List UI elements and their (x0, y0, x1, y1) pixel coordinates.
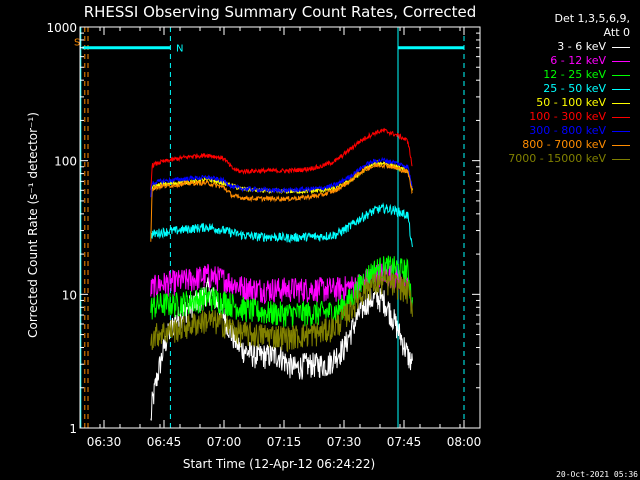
x-tick-label: 07:15 (267, 435, 302, 449)
legend-entry: 3 - 6 keV (508, 40, 630, 54)
legend-swatch (612, 46, 630, 48)
series-line (150, 270, 413, 353)
y-tick-label: 1 (69, 422, 77, 436)
x-tick-label: 08:00 (447, 435, 482, 449)
x-tick-label: 06:30 (87, 435, 122, 449)
series-line (150, 202, 413, 248)
legend-entry-label: 50 - 100 keV (536, 96, 606, 109)
x-tick-label: 06:45 (147, 435, 182, 449)
series-line (150, 156, 413, 198)
legend-swatch (612, 88, 630, 90)
legend-entry: 300 - 800 keV (508, 124, 630, 138)
legend-swatch (612, 130, 630, 132)
legend-entry-label: 100 - 300 keV (529, 110, 606, 123)
plot-frame (79, 26, 481, 429)
legend-entry-label: 12 - 25 keV (543, 68, 606, 81)
x-tick-label: 07:00 (207, 435, 242, 449)
series-line (150, 255, 413, 328)
y-axis-label: Corrected Count Rate (s⁻¹ detector⁻¹) (26, 112, 40, 338)
x-tick-label: 07:45 (387, 435, 422, 449)
legend-entry: 12 - 25 keV (508, 68, 630, 82)
legend-swatch (612, 74, 630, 76)
legend-swatch (612, 102, 630, 104)
legend-entry: 7000 - 15000 keV (508, 152, 630, 166)
series-line (150, 127, 413, 191)
x-tick-label: 07:30 (327, 435, 362, 449)
legend-entry-label: 800 - 7000 keV (522, 138, 606, 151)
series-line (150, 161, 413, 242)
legend-swatch (612, 158, 630, 160)
legend-entry: 6 - 12 keV (508, 54, 630, 68)
data-series (150, 127, 413, 421)
flag-label: S (74, 37, 80, 48)
y-tick-label: 1000 (46, 21, 77, 35)
x-axis-label: Start Time (12-Apr-12 06:24:22) (183, 457, 375, 471)
legend-swatch (612, 60, 630, 62)
legend-entry-label: 6 - 12 keV (550, 54, 606, 67)
legend-swatch (612, 116, 630, 118)
legend-entry-label: 3 - 6 keV (557, 40, 606, 53)
marker-lines: SN (74, 27, 465, 428)
legend-attenuator: Att 0 (603, 26, 630, 39)
legend-detectors: Det 1,3,5,6,9, (554, 12, 630, 25)
axes: 1 10 100 1000 06:30 06:45 07:00 07:15 07:30 07:45… (46, 21, 481, 449)
legend-entry-label: 7000 - 15000 keV (508, 152, 606, 165)
legend-entry-label: 25 - 50 keV (543, 82, 606, 95)
y-tick-label: 10 (62, 288, 77, 302)
generated-timestamp: 20-Oct-2021 05:36 (556, 470, 638, 479)
legend-entry-label: 300 - 800 keV (529, 124, 606, 137)
legend-entry: 100 - 300 keV (508, 110, 630, 124)
legend-entry: 800 - 7000 keV (508, 138, 630, 152)
legend-swatch (612, 144, 630, 146)
chart-title: RHESSI Observing Summary Count Rates, Co… (84, 3, 477, 21)
legend-entries: 3 - 6 keV 6 - 12 keV 12 - 25 keV 25 - 50 ke… (508, 40, 630, 166)
legend-entry: 50 - 100 keV (508, 96, 630, 110)
legend-entry: 25 - 50 keV (508, 82, 630, 96)
legend: Det 1,3,5,6,9, Att 0 3 - 6 keV 6 - 12 keV… (508, 12, 630, 166)
flag-label: N (176, 44, 183, 55)
y-tick-label: 100 (54, 155, 77, 169)
